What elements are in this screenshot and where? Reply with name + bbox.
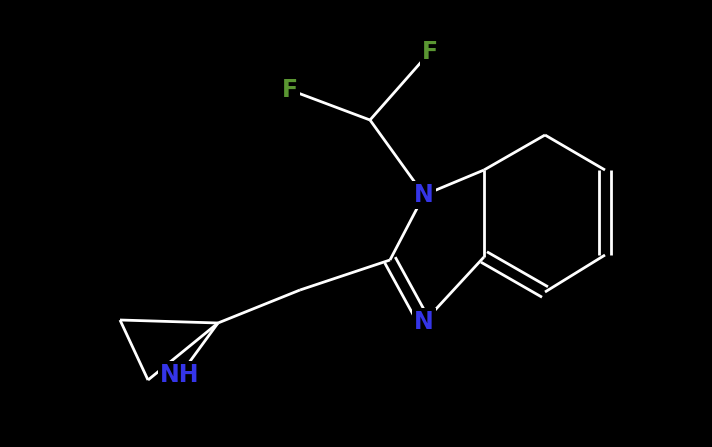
Text: F: F	[422, 40, 438, 64]
Text: N: N	[414, 183, 434, 207]
Text: NH: NH	[160, 363, 200, 387]
Text: N: N	[414, 310, 434, 334]
Text: F: F	[282, 78, 298, 102]
